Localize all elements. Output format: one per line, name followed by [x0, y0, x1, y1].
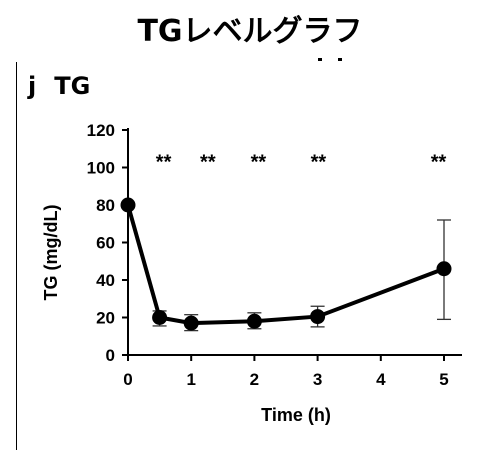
y-tick-label: 0	[106, 346, 115, 365]
x-axis-label: Time (h)	[261, 405, 331, 425]
data-point	[246, 313, 262, 329]
data-point	[120, 197, 136, 213]
y-axis-label: TG (mg/dL)	[41, 205, 61, 301]
data-point	[183, 315, 199, 331]
y-tick-label: 100	[87, 159, 115, 178]
significance-marker: **	[431, 151, 447, 173]
y-tick-label: 60	[96, 234, 115, 253]
significance-marker: **	[311, 151, 327, 173]
page-title: TGレベルグラフ	[137, 14, 363, 49]
x-tick-label: 2	[250, 370, 259, 389]
crop-artifact-mark	[318, 58, 322, 61]
x-tick-label: 3	[313, 370, 322, 389]
y-tick-label: 20	[96, 309, 115, 328]
significance-marker: **	[156, 151, 172, 173]
data-point	[152, 310, 168, 325]
crop-artifact-mark	[338, 58, 342, 61]
y-tick-label: 120	[87, 121, 115, 140]
data-point	[310, 309, 326, 325]
panel-title: TG	[54, 72, 91, 100]
panel-label: j TG	[28, 72, 90, 100]
significance-marker: **	[251, 151, 267, 173]
y-tick-label: 80	[96, 196, 115, 215]
series-line	[126, 204, 445, 326]
x-tick-label: 0	[123, 370, 132, 389]
x-tick-label: 1	[186, 370, 195, 389]
x-tick-label: 5	[439, 370, 448, 389]
panel-left-border	[16, 62, 17, 450]
data-point	[436, 261, 452, 277]
x-tick-label: 4	[376, 370, 386, 389]
y-tick-label: 40	[96, 271, 115, 290]
significance-marker: **	[200, 151, 216, 173]
panel-letter: j	[28, 72, 37, 100]
